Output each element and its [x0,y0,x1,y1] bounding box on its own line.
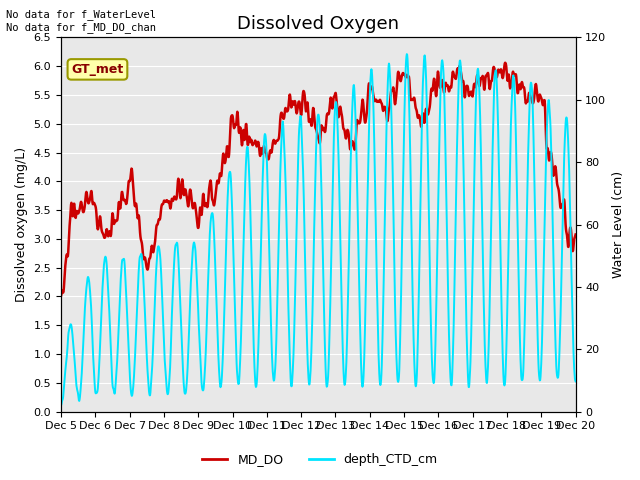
Legend: MD_DO, depth_CTD_cm: MD_DO, depth_CTD_cm [197,448,443,471]
Y-axis label: Dissolved oxygen (mg/L): Dissolved oxygen (mg/L) [15,147,28,302]
Y-axis label: Water Level (cm): Water Level (cm) [612,171,625,278]
Text: GT_met: GT_met [71,63,124,76]
Text: No data for f_MD_DO_chan: No data for f_MD_DO_chan [6,22,156,33]
Title: Dissolved Oxygen: Dissolved Oxygen [237,15,399,33]
Text: No data for f_WaterLevel: No data for f_WaterLevel [6,9,156,20]
